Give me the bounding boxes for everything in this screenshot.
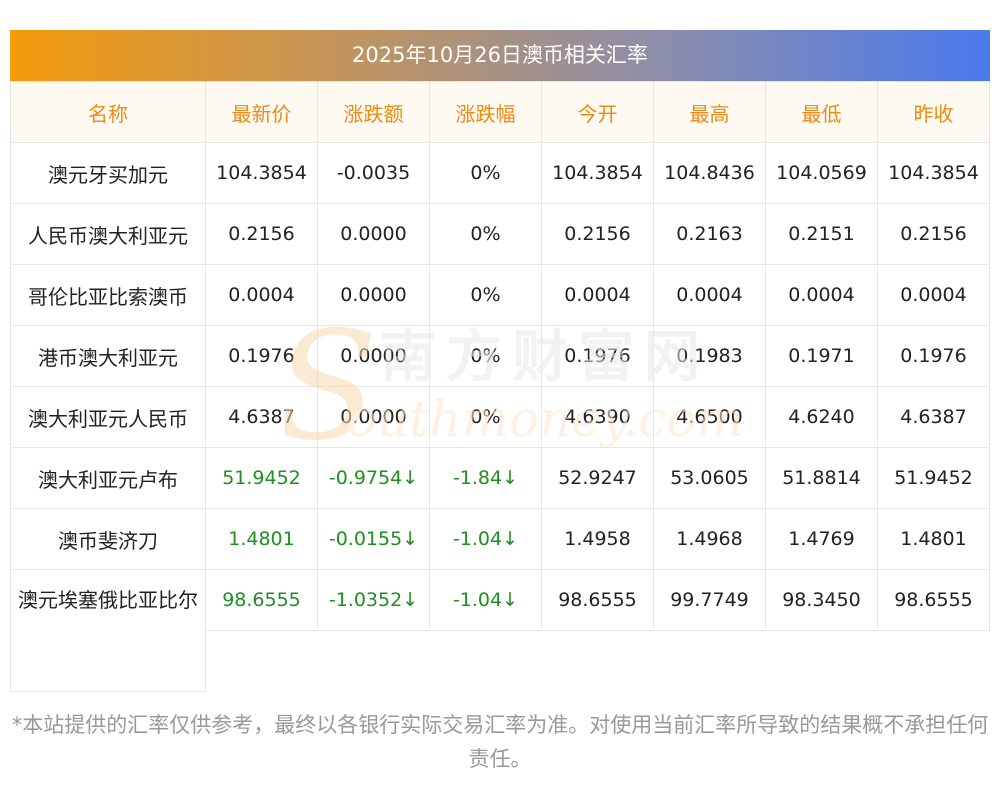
disclaimer-text: *本站提供的汇率仅供参考，最终以各银行实际交易汇率为准。对使用当前汇率所导致的结… [11, 713, 989, 771]
currency-pair-name: 澳大利亚元卢布 [10, 447, 206, 509]
change-amount: 0.0000 [317, 386, 430, 448]
exchange-rate-table: 名称 最新价 涨跌额 涨跌幅 今开 最高 最低 昨收 澳元牙买加元 104.385… [10, 81, 990, 692]
low-price: 98.3450 [765, 569, 878, 631]
change-amount: 0.0000 [317, 203, 430, 265]
low-price: 0.1971 [765, 325, 878, 387]
empty-cell [429, 630, 542, 691]
prev-close: 0.2156 [877, 203, 990, 265]
high-price: 104.8436 [653, 142, 766, 204]
column-header-latest: 最新价 [205, 81, 318, 143]
table-row: 人民币澳大利亚元 0.2156 0.0000 0% 0.2156 0.2163 0.2151… [10, 203, 990, 265]
open-price: 52.9247 [541, 447, 654, 509]
prev-close: 51.9452 [877, 447, 990, 509]
low-price: 4.6240 [765, 386, 878, 448]
column-header-name: 名称 [10, 81, 206, 143]
currency-pair-name: 哥伦比亚比索澳币 [10, 264, 206, 326]
open-price: 0.0004 [541, 264, 654, 326]
open-price: 1.4958 [541, 508, 654, 570]
low-price: 51.8814 [765, 447, 878, 509]
change-amount: 0.0000 [317, 264, 430, 326]
change-pct: -1.04↓ [429, 569, 542, 631]
latest-price: 0.1976 [205, 325, 318, 387]
low-price: 1.4769 [765, 508, 878, 570]
open-price: 0.2156 [541, 203, 654, 265]
header-row: 名称 最新价 涨跌额 涨跌幅 今开 最高 最低 昨收 [10, 81, 990, 143]
open-price: 104.3854 [541, 142, 654, 204]
latest-price: 98.6555 [205, 569, 318, 631]
table-row: 澳大利亚元卢布 51.9452 -0.9754↓ -1.84↓ 52.9247 53.06… [10, 447, 990, 509]
table-title: 2025年10月26日澳币相关汇率 [10, 30, 990, 81]
change-pct: -1.04↓ [429, 508, 542, 570]
column-header-change-pct: 涨跌幅 [429, 81, 542, 143]
prev-close: 0.1976 [877, 325, 990, 387]
empty-cell [205, 630, 318, 691]
table-row: 澳元埃塞俄比亚比尔 98.6555 -1.0352↓ -1.04↓ 98.6555 99.… [10, 569, 990, 692]
open-price: 98.6555 [541, 569, 654, 631]
column-header-prev-close: 昨收 [877, 81, 990, 143]
table-row: 哥伦比亚比索澳币 0.0004 0.0000 0% 0.0004 0.0004 0.0004… [10, 264, 990, 326]
table-body: 澳元牙买加元 104.3854 -0.0035 0% 104.3854 104.8436 1… [10, 142, 990, 692]
currency-pair-name: 澳元牙买加元 [10, 142, 206, 204]
latest-price: 1.4801 [205, 508, 318, 570]
latest-price: 51.9452 [205, 447, 318, 509]
low-price: 0.0004 [765, 264, 878, 326]
change-amount: -0.9754↓ [317, 447, 430, 509]
change-pct: 0% [429, 386, 542, 448]
table-row: 澳币斐济刀 1.4801 -0.0155↓ -1.04↓ 1.4958 1.4968 1.4… [10, 508, 990, 570]
open-price: 4.6390 [541, 386, 654, 448]
change-pct: 0% [429, 264, 542, 326]
empty-cell [541, 630, 654, 691]
prev-close: 104.3854 [877, 142, 990, 204]
latest-price: 104.3854 [205, 142, 318, 204]
high-price: 0.1983 [653, 325, 766, 387]
currency-pair-name: 澳元埃塞俄比亚比尔 [10, 569, 206, 692]
high-price: 4.6500 [653, 386, 766, 448]
latest-price: 0.0004 [205, 264, 318, 326]
prev-close: 1.4801 [877, 508, 990, 570]
low-price: 0.2151 [765, 203, 878, 265]
empty-cell [877, 630, 990, 691]
empty-cell [765, 630, 878, 691]
open-price: 0.1976 [541, 325, 654, 387]
column-header-change: 涨跌额 [317, 81, 430, 143]
low-price: 104.0569 [765, 142, 878, 204]
empty-cell [653, 630, 766, 691]
currency-pair-name: 澳币斐济刀 [10, 508, 206, 570]
prev-close: 98.6555 [877, 569, 990, 631]
table-row: 港币澳大利亚元 0.1976 0.0000 0% 0.1976 0.1983 0.1971 0… [10, 325, 990, 387]
currency-pair-name: 澳大利亚元人民币 [10, 386, 206, 448]
change-pct: 0% [429, 142, 542, 204]
prev-close: 0.0004 [877, 264, 990, 326]
currency-pair-name: 人民币澳大利亚元 [10, 203, 206, 265]
empty-cell [317, 630, 430, 691]
prev-close: 4.6387 [877, 386, 990, 448]
change-amount: -1.0352↓ [317, 569, 430, 631]
high-price: 0.2163 [653, 203, 766, 265]
change-amount: -0.0155↓ [317, 508, 430, 570]
table-row: 澳元牙买加元 104.3854 -0.0035 0% 104.3854 104.8436 1… [10, 142, 990, 204]
change-pct: 0% [429, 325, 542, 387]
column-header-open: 今开 [541, 81, 654, 143]
high-price: 0.0004 [653, 264, 766, 326]
table-row: 澳大利亚元人民币 4.6387 0.0000 0% 4.6390 4.6500 4.6240… [10, 386, 990, 448]
latest-price: 4.6387 [205, 386, 318, 448]
change-pct: 0% [429, 203, 542, 265]
change-amount: 0.0000 [317, 325, 430, 387]
column-header-low: 最低 [765, 81, 878, 143]
latest-price: 0.2156 [205, 203, 318, 265]
high-price: 53.0605 [653, 447, 766, 509]
change-amount: -0.0035 [317, 142, 430, 204]
high-price: 99.7749 [653, 569, 766, 631]
column-header-high: 最高 [653, 81, 766, 143]
currency-pair-name: 港币澳大利亚元 [10, 325, 206, 387]
high-price: 1.4968 [653, 508, 766, 570]
change-pct: -1.84↓ [429, 447, 542, 509]
wrap-filler-row [11, 630, 990, 691]
